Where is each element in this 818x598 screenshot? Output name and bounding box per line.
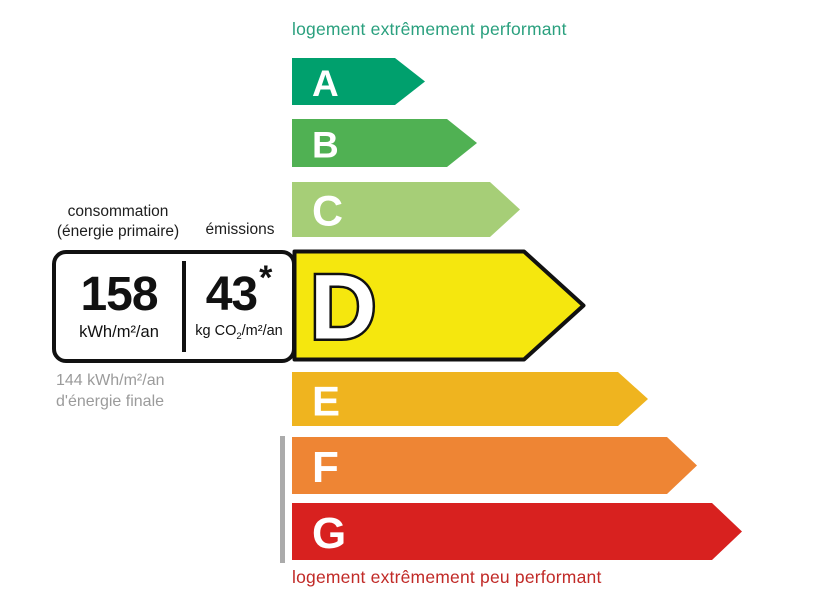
class-arrow-A: A	[292, 58, 425, 105]
emissions-label: émissions	[205, 221, 275, 238]
co2-value: 43	[205, 268, 258, 322]
class-letter-G: G	[312, 509, 346, 558]
consumption-value-box: 158 kWh/m²/an 43 * kg CO2/m²/an	[52, 250, 296, 363]
energy-unit: kWh/m²/an	[79, 323, 159, 341]
consumption-label-line2: (énergie primaire)	[56, 222, 180, 240]
co2-unit-suffix: /m²/an	[241, 323, 283, 340]
energy-class-row-B: B	[292, 119, 477, 167]
class-arrow-E: E	[292, 372, 648, 426]
class-arrow-B: B	[292, 119, 477, 167]
class-arrow-C: C	[292, 182, 520, 237]
co2-unit: kg CO2/m²/an	[195, 323, 282, 342]
box-divider	[182, 261, 186, 352]
energy-class-row-G: G	[292, 503, 742, 560]
bottom-performance-label: logement extrêmement peu performant	[292, 567, 602, 587]
final-energy-note-line1: 144 kWh/m²/an	[56, 372, 165, 389]
energy-class-row-A: A	[292, 58, 425, 105]
consumption-label-line1: consommation	[67, 203, 169, 220]
class-letter-D: D	[310, 257, 376, 359]
class-arrow-D: D	[292, 249, 586, 362]
consumption-label: consommation (énergie primaire)	[36, 202, 200, 242]
energy-value: 158	[80, 268, 158, 321]
class-letter-A: A	[312, 63, 339, 104]
top-performance-label: logement extrêmement performant	[292, 19, 567, 39]
energy-class-row-D: D	[292, 249, 586, 362]
class-letter-B: B	[312, 125, 339, 166]
energy-class-row-E: E	[292, 372, 648, 426]
energy-class-row-C: C	[292, 182, 520, 237]
class-arrow-F: F	[292, 437, 697, 494]
final-energy-note: 144 kWh/m²/an d'énergie finale	[56, 371, 164, 413]
energy-value-cell: 158 kWh/m²/an	[56, 254, 182, 359]
final-energy-note-line2: d'énergie finale	[56, 392, 165, 410]
co2-value-line: 43 *	[205, 261, 273, 322]
class-letter-F: F	[312, 443, 339, 492]
co2-unit-sub: 2	[236, 330, 242, 342]
class-letter-C: C	[312, 188, 343, 236]
class-arrow-G: G	[292, 503, 742, 560]
fg-bracket-line	[280, 436, 285, 563]
co2-value-cell: 43 * kg CO2/m²/an	[186, 254, 292, 359]
energy-class-row-F: F	[292, 437, 697, 494]
co2-asterisk: *	[259, 259, 273, 298]
co2-unit-prefix: kg CO	[195, 323, 237, 340]
class-letter-E: E	[312, 378, 340, 425]
